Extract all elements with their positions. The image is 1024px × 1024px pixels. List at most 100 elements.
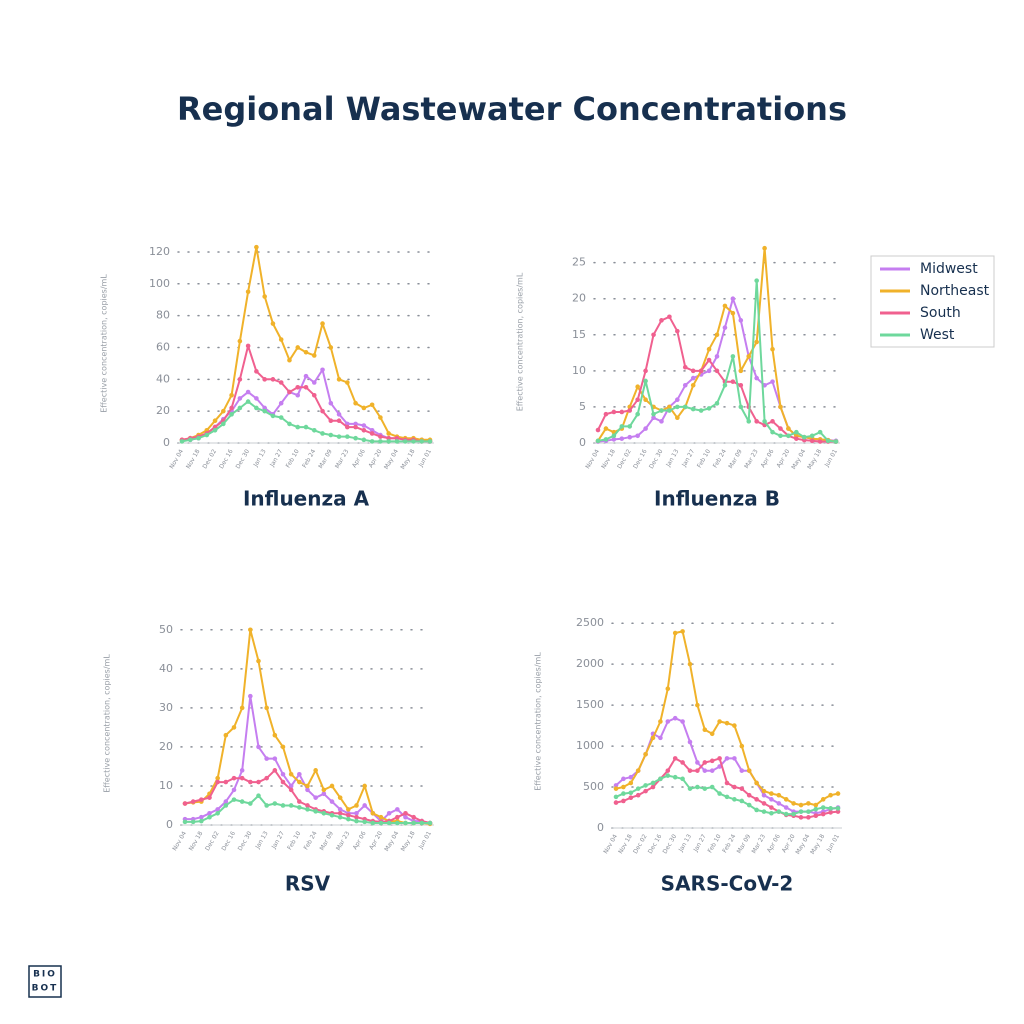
series-line <box>184 628 431 825</box>
y-tick-label: 500 <box>583 780 604 793</box>
data-point <box>762 245 767 251</box>
data-point <box>724 794 730 800</box>
data-point <box>709 758 715 764</box>
data-point <box>361 437 367 443</box>
data-point <box>353 400 358 406</box>
data-point <box>295 392 301 398</box>
data-point <box>272 732 278 738</box>
data-point <box>179 439 185 444</box>
data-point <box>761 801 767 806</box>
data-point <box>650 735 656 741</box>
data-point <box>820 805 826 810</box>
data-point <box>672 774 678 780</box>
data-point <box>354 803 359 808</box>
data-point <box>239 775 245 781</box>
data-point <box>738 404 744 410</box>
data-point <box>709 784 715 790</box>
data-point <box>199 818 204 824</box>
data-point <box>706 346 712 352</box>
data-point <box>297 771 302 777</box>
data-point <box>215 779 220 785</box>
data-point <box>628 790 634 796</box>
data-point <box>672 756 678 761</box>
data-point <box>411 820 416 826</box>
data-point <box>817 429 823 435</box>
data-point <box>245 399 251 404</box>
data-point <box>362 803 367 808</box>
data-point <box>739 743 745 749</box>
data-point <box>643 783 648 788</box>
data-point <box>687 661 693 667</box>
data-point <box>278 380 284 385</box>
x-tick-label: Apr 20 <box>367 448 383 469</box>
data-point <box>778 404 783 410</box>
data-point <box>776 792 782 798</box>
data-point <box>411 814 416 820</box>
y-tick-label: 120 <box>149 245 170 258</box>
x-tick-label: Dec 16 <box>218 448 235 470</box>
data-point <box>722 303 728 309</box>
data-point <box>215 810 220 816</box>
data-point <box>813 806 819 812</box>
series-line <box>615 757 839 819</box>
data-point <box>739 786 745 791</box>
data-point <box>427 820 433 826</box>
data-point <box>828 792 833 798</box>
x-tick-label: Nov 18 <box>185 448 202 470</box>
data-point <box>313 809 318 814</box>
data-point <box>321 791 327 797</box>
data-point <box>362 819 367 825</box>
data-point <box>207 814 212 820</box>
data-point <box>833 439 839 444</box>
data-point <box>264 803 269 808</box>
data-point <box>278 400 284 406</box>
data-point <box>820 811 826 817</box>
x-tick-label: Mar 23 <box>335 830 352 852</box>
data-point <box>761 809 767 814</box>
data-point <box>320 321 325 326</box>
data-point <box>619 424 625 429</box>
data-point <box>798 809 804 814</box>
x-tick-label: Apr 06 <box>352 830 368 851</box>
data-point <box>702 786 708 791</box>
data-point <box>717 756 722 761</box>
y-tick-label: 80 <box>156 309 170 322</box>
data-point <box>345 424 350 430</box>
data-point <box>783 805 789 810</box>
data-point <box>295 424 301 430</box>
y-tick-label: 10 <box>159 779 173 792</box>
data-point <box>237 377 243 382</box>
data-point <box>345 434 350 439</box>
x-tick-label: Apr 20 <box>775 448 791 469</box>
data-point <box>613 783 619 788</box>
data-point <box>806 801 811 806</box>
series-line <box>597 279 837 443</box>
x-tick-label: Dec 02 <box>616 448 633 470</box>
x-tick-label: Mar 09 <box>727 448 744 470</box>
data-point <box>835 806 841 811</box>
data-point <box>231 797 237 802</box>
data-point <box>675 404 680 410</box>
legend-box <box>870 255 995 348</box>
data-point <box>754 339 759 345</box>
data-point <box>635 792 641 798</box>
data-point <box>199 797 204 802</box>
data-point <box>223 779 229 785</box>
data-point <box>695 702 700 708</box>
data-point <box>256 779 261 785</box>
y-tick-label: 0 <box>163 436 170 449</box>
data-point <box>346 816 351 822</box>
data-point <box>328 418 334 424</box>
data-point <box>288 783 294 789</box>
data-point <box>791 811 796 817</box>
data-point <box>278 337 284 342</box>
data-point <box>297 779 302 785</box>
data-point <box>207 810 212 816</box>
data-point <box>761 792 767 798</box>
data-point <box>650 784 656 790</box>
data-point <box>280 771 286 777</box>
data-point <box>724 756 730 761</box>
x-tick-label: Jan 13 <box>664 448 680 469</box>
series-line <box>615 630 839 807</box>
data-point <box>320 431 325 436</box>
